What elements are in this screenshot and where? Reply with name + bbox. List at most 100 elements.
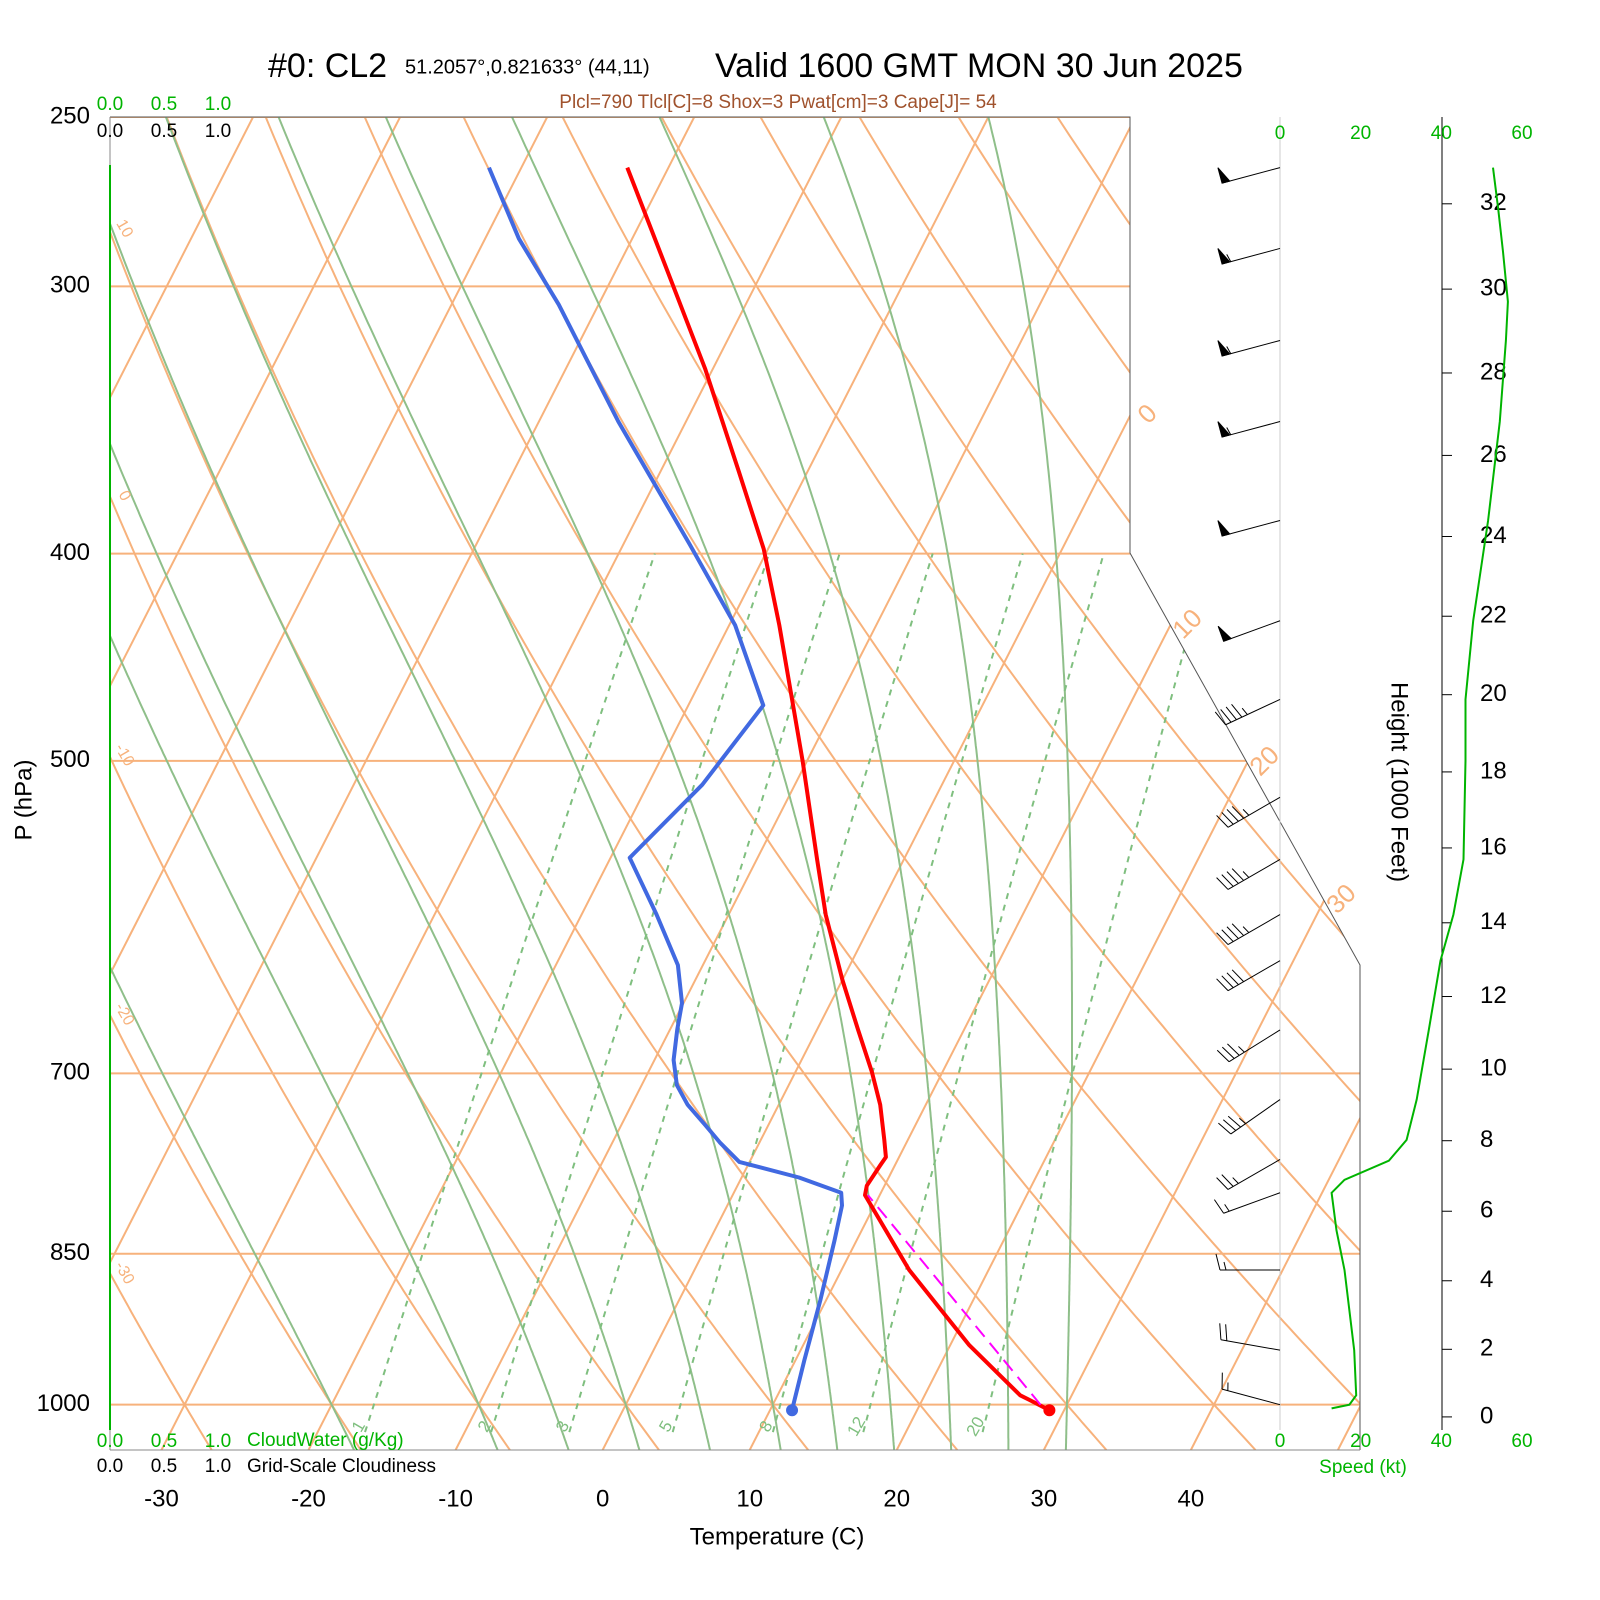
wind-barb-flag xyxy=(1217,167,1231,184)
cloud-tick-label: 0.0 xyxy=(97,121,123,142)
dry-adiabat-label: -10 xyxy=(111,741,137,770)
isotherm xyxy=(1042,117,1360,1450)
isotherm xyxy=(454,117,1137,1450)
height-tick-label: 30 xyxy=(1480,274,1507,301)
height-tick-label: 20 xyxy=(1480,680,1507,707)
isotherm-label: 10 xyxy=(1166,603,1208,645)
height-tick-label: 16 xyxy=(1480,833,1507,860)
cloud-tick-label: 1.0 xyxy=(205,1431,231,1452)
height-tick-label: 12 xyxy=(1480,982,1507,1009)
moist-adiabat xyxy=(164,117,712,1450)
wind-barb xyxy=(1221,421,1281,438)
isotherm xyxy=(307,117,990,1450)
moist-adiabat xyxy=(110,117,356,1450)
dry-adiabat xyxy=(110,117,213,1450)
cloud-tick-label: 1.0 xyxy=(205,121,231,142)
dry-adiabat xyxy=(110,117,809,1450)
isotherm xyxy=(1337,117,1360,1450)
height-axis-label: Height (1000 Feet) xyxy=(1386,682,1413,882)
cloud-tick-label: 0.0 xyxy=(97,1431,123,1452)
mixing-ratio-label: 20 xyxy=(963,1413,989,1439)
moist-adiabat xyxy=(987,117,1073,1450)
isotherm xyxy=(110,117,549,1450)
y-tick-label: 1000 xyxy=(37,1390,90,1417)
dry-adiabat xyxy=(1453,117,1600,1450)
wind-barb xyxy=(1216,1029,1281,1063)
height-tick-label: 32 xyxy=(1480,189,1507,216)
mixing-ratio-line xyxy=(771,553,1024,1433)
y-tick-label: 500 xyxy=(50,746,90,773)
cloud-water-label: CloudWater (g/Kg) xyxy=(247,1430,404,1451)
wind-barb-flag xyxy=(1217,520,1231,537)
moist-adiabat xyxy=(658,117,953,1450)
wind-barb-flag xyxy=(1217,421,1231,438)
isotherm-label: 30 xyxy=(1320,878,1362,920)
speed-tick-label: 40 xyxy=(1431,123,1452,144)
isotherm xyxy=(895,117,1360,1450)
wind-barb xyxy=(1215,1253,1280,1271)
title: #0: CL2 xyxy=(268,47,387,85)
surface-dot xyxy=(786,1404,799,1417)
x-tick-label: 40 xyxy=(1178,1485,1205,1512)
wind-speed-line xyxy=(1330,167,1509,1410)
y-tick-label: 850 xyxy=(50,1239,90,1266)
profile-line xyxy=(487,166,844,1411)
profile-line xyxy=(867,1194,1042,1406)
dry-adiabat xyxy=(363,117,1257,1450)
dry-adiabat xyxy=(561,117,1360,1450)
wind-barb xyxy=(1213,1192,1281,1214)
y-tick-label: 400 xyxy=(50,539,90,566)
dry-adiabat xyxy=(165,117,959,1450)
speed-tick-label: 60 xyxy=(1511,1431,1532,1452)
wind-barb xyxy=(1221,339,1281,357)
height-tick-label: 22 xyxy=(1480,602,1507,629)
isotherm xyxy=(110,117,402,1450)
wind-barb xyxy=(1221,519,1281,537)
wind-barb xyxy=(1216,796,1281,828)
dry-adiabat xyxy=(110,117,660,1450)
x-tick-label: -10 xyxy=(438,1485,473,1512)
profile-line xyxy=(625,166,1051,1412)
dry-adiabat xyxy=(858,117,1360,1450)
isotherm xyxy=(110,117,254,1450)
dry-adiabat xyxy=(110,117,362,1450)
speed-tick-label: 0 xyxy=(1275,123,1286,144)
moist-adiabat xyxy=(511,117,896,1450)
cloud-tick-label: 0.5 xyxy=(151,121,177,142)
height-tick-label: 14 xyxy=(1480,908,1507,935)
speed-tick-label: 20 xyxy=(1350,1431,1371,1452)
speed-tick-label: 0 xyxy=(1275,1431,1286,1452)
mixing-ratio-line xyxy=(981,553,1212,1433)
location: 51.2057°,0.821633° (44,11) xyxy=(405,56,650,78)
plot-border xyxy=(110,116,1361,1450)
cloud-tick-label: 0.5 xyxy=(151,1431,177,1452)
cloud-tick-label: 0.0 xyxy=(97,94,123,115)
wind-barb xyxy=(1221,1372,1281,1406)
dry-adiabat xyxy=(110,117,511,1450)
cloud-tick-label: 1.0 xyxy=(205,94,231,115)
dry-adiabat xyxy=(462,117,1360,1450)
wind-barb xyxy=(1216,1159,1281,1190)
cloud-tick-label: 0.0 xyxy=(97,1456,123,1477)
dry-adiabat xyxy=(1254,117,1360,1450)
y-tick-label: 250 xyxy=(50,102,90,129)
moist-adiabat xyxy=(110,117,500,1450)
dry-adiabat xyxy=(1155,117,1360,1450)
isotherm-label: 0 xyxy=(1131,398,1162,429)
dry-adiabat xyxy=(1056,117,1360,1450)
wind-barb xyxy=(1219,1323,1281,1351)
dry-adiabat xyxy=(660,117,1360,1450)
y-axis-label: P (hPa) xyxy=(10,760,37,841)
height-tick-label: 6 xyxy=(1480,1197,1493,1224)
wind-barb xyxy=(1221,167,1281,184)
isotherm xyxy=(110,117,696,1450)
x-tick-label: -30 xyxy=(144,1485,179,1512)
x-tick-label: 10 xyxy=(736,1485,763,1512)
x-axis-label: Temperature (C) xyxy=(690,1523,865,1550)
x-tick-label: -20 xyxy=(291,1485,326,1512)
x-tick-label: 20 xyxy=(883,1485,910,1512)
moist-adiabat xyxy=(110,117,641,1450)
isotherm-label: 20 xyxy=(1243,740,1285,782)
moist-adiabat xyxy=(384,117,839,1450)
valid-time: Valid 1600 GMT MON 30 Jun 2025 xyxy=(715,47,1243,85)
